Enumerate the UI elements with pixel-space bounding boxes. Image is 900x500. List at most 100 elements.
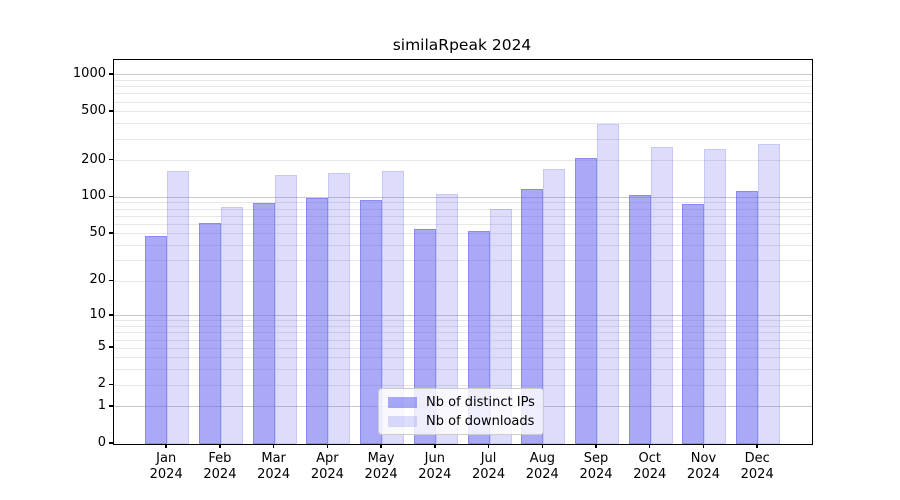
bar-distinct-ips-mar	[252, 202, 275, 444]
gridline-minor	[114, 233, 812, 235]
x-tick-month: Aug	[529, 451, 555, 466]
gridline-minor	[114, 202, 812, 204]
gridline-minor	[114, 369, 812, 371]
bar-distinct-ips-feb	[198, 222, 221, 444]
x-tick-month: Jul	[480, 451, 497, 466]
x-tick	[326, 444, 329, 448]
legend-item-downloads: Nb of downloads	[388, 414, 535, 429]
x-tick-year: 2024	[310, 466, 344, 482]
bar-distinct-ips-may	[360, 200, 383, 444]
legend-label: Nb of downloads	[426, 413, 535, 429]
gridline-minor	[114, 384, 812, 386]
bar-distinct-ips-sep	[575, 157, 598, 444]
x-tick-month: Sep	[583, 451, 609, 466]
bar-downloads-apr	[328, 173, 351, 444]
bar-distinct-ips-dec	[736, 190, 759, 444]
y-tick	[108, 279, 113, 282]
y-tick	[108, 442, 113, 444]
x-tick	[595, 444, 597, 448]
bar-distinct-ips-nov	[682, 204, 705, 444]
x-tick	[648, 444, 651, 448]
x-tick	[756, 444, 758, 448]
x-tick-month: Feb	[208, 451, 232, 466]
x-tick-label: Nov 2024	[671, 451, 735, 482]
y-tick-label: 1000	[72, 65, 106, 81]
gridline-minor	[114, 357, 812, 359]
gridline-minor	[114, 215, 812, 217]
plot-area	[113, 59, 813, 445]
gridline-minor	[114, 123, 812, 125]
gridline-major	[114, 196, 812, 198]
legend: Nb of distinct IPs Nb of downloads	[378, 388, 544, 435]
bar-downloads-jan	[167, 170, 190, 444]
gridline-minor	[114, 138, 812, 140]
gridline-minor	[114, 86, 812, 88]
legend-swatch-distinct-ips	[388, 396, 417, 408]
x-tick-label: Aug 2024	[510, 451, 574, 482]
y-tick	[108, 158, 113, 161]
x-tick-year: 2024	[740, 466, 774, 482]
x-tick-label: Sep 2024	[564, 451, 628, 482]
bar-distinct-ips-apr	[306, 197, 329, 444]
x-tick	[434, 444, 436, 448]
x-tick-year: 2024	[633, 466, 667, 482]
gridline-major	[114, 74, 812, 76]
x-tick	[702, 444, 705, 448]
x-tick	[219, 444, 221, 448]
chart-title: similaRpeak 2024	[392, 36, 532, 54]
y-tick-label: 2	[97, 376, 106, 392]
gridline-minor	[114, 280, 812, 282]
gridline-minor	[114, 259, 812, 261]
legend-label: Nb of distinct IPs	[426, 394, 535, 410]
x-tick-month: Jan	[156, 451, 177, 466]
bar-downloads-jul	[489, 208, 512, 444]
x-tick-label: May 2024	[349, 451, 413, 482]
bar-distinct-ips-oct	[628, 194, 651, 444]
y-tick-label: 50	[89, 224, 106, 240]
x-tick-label: Dec 2024	[725, 451, 789, 482]
gridline-minor	[114, 79, 812, 81]
x-tick	[541, 444, 544, 448]
bar-distinct-ips-jan	[145, 236, 168, 444]
x-tick-label: Feb 2024	[188, 451, 252, 482]
x-tick-month: Oct	[638, 451, 661, 466]
y-tick-label: 200	[81, 151, 106, 167]
x-tick-year: 2024	[149, 466, 183, 482]
x-tick-label: Jun 2024	[403, 451, 467, 482]
y-tick	[108, 73, 113, 75]
x-tick-label: Jan 2024	[134, 451, 198, 482]
y-tick	[108, 195, 113, 198]
y-tick	[108, 110, 113, 112]
y-tick-label: 10	[89, 306, 106, 322]
x-tick-month: May	[367, 451, 395, 466]
x-tick-year: 2024	[364, 466, 398, 482]
y-tick-label: 100	[81, 188, 106, 204]
x-tick-label: Oct 2024	[618, 451, 682, 482]
y-tick-label: 500	[81, 102, 106, 118]
bar-downloads-feb	[220, 206, 243, 444]
gridline-minor	[114, 101, 812, 103]
gridline-minor	[114, 320, 812, 322]
gridline-minor	[114, 223, 812, 225]
bar-downloads-sep	[597, 123, 620, 444]
y-tick-label: 20	[89, 272, 106, 288]
y-tick	[108, 232, 113, 234]
bar-downloads-dec	[758, 144, 781, 444]
x-tick-year: 2024	[525, 466, 559, 482]
x-tick-year: 2024	[418, 466, 452, 482]
legend-swatch-downloads	[388, 415, 417, 427]
x-tick	[272, 444, 275, 448]
x-tick-label: Jul 2024	[457, 451, 521, 482]
y-tick	[108, 314, 113, 316]
x-tick	[487, 444, 490, 448]
x-tick-year: 2024	[257, 466, 291, 482]
legend-item-distinct-ips: Nb of distinct IPs	[388, 395, 535, 410]
x-tick-year: 2024	[472, 466, 506, 482]
x-tick-label: Mar 2024	[242, 451, 306, 482]
gridline-minor	[114, 208, 812, 210]
x-tick-year: 2024	[203, 466, 237, 482]
y-tick-label: 5	[97, 339, 106, 355]
x-tick	[165, 444, 167, 448]
x-tick-month: Nov	[690, 451, 717, 466]
